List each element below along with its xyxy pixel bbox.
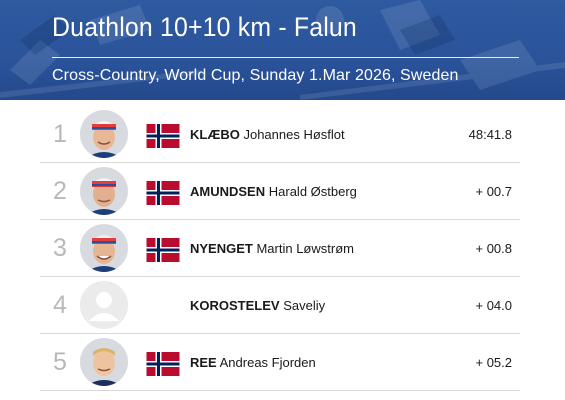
result-row[interactable]: 3 NYENGET Martin Løwstrøm bbox=[40, 220, 520, 277]
rank-number: 5 bbox=[53, 348, 67, 376]
athlete-name[interactable]: KOROSTELEV Saveliy bbox=[190, 298, 325, 313]
result-row[interactable]: 5 REE Andreas Fjorden + 05.2 bbox=[40, 334, 520, 391]
rank-number: 1 bbox=[53, 120, 67, 148]
athlete-first-name: Andreas Fjorden bbox=[219, 355, 316, 370]
athlete-photo bbox=[80, 110, 128, 158]
page-title: Duathlon 10+10 km - Falun bbox=[52, 12, 357, 42]
norway-flag-icon bbox=[145, 238, 181, 262]
race-header: Duathlon 10+10 km - Falun Cross-Country,… bbox=[0, 0, 565, 100]
athlete-last-name: KLÆBO bbox=[190, 127, 240, 142]
result-time: + 04.0 bbox=[475, 298, 512, 313]
athlete-first-name: Harald Østberg bbox=[268, 184, 357, 199]
athlete-name[interactable]: NYENGET Martin Løwstrøm bbox=[190, 241, 354, 256]
result-time: 48:41.8 bbox=[468, 127, 512, 142]
header-divider bbox=[52, 57, 519, 58]
athlete-name[interactable]: AMUNDSEN Harald Østberg bbox=[190, 184, 357, 199]
athlete-photo bbox=[80, 338, 128, 386]
result-row[interactable]: 2 AMUNDSEN Harald Østberg bbox=[40, 163, 520, 220]
norway-flag-icon bbox=[145, 352, 181, 376]
athlete-photo bbox=[80, 224, 128, 272]
athlete-name[interactable]: REE Andreas Fjorden bbox=[190, 355, 316, 370]
result-time: + 00.8 bbox=[475, 241, 512, 256]
athlete-last-name: NYENGET bbox=[190, 241, 253, 256]
norway-flag-icon bbox=[145, 124, 181, 148]
result-row[interactable]: 1 KLÆBO Johannes Høsfl​ot bbox=[40, 106, 520, 163]
athlete-photo bbox=[80, 167, 128, 215]
result-row[interactable]: 4 KOROSTELEV Saveliy + 04.0 bbox=[40, 277, 520, 334]
athlete-last-name: REE bbox=[190, 355, 217, 370]
rank-number: 4 bbox=[53, 291, 67, 319]
norway-flag-icon bbox=[145, 181, 181, 205]
skier-background-art bbox=[0, 0, 565, 100]
athlete-first-name: Johannes Høsfl​ot bbox=[243, 127, 345, 142]
athlete-last-name: AMUNDSEN bbox=[190, 184, 266, 199]
athlete-name[interactable]: KLÆBO Johannes Høsfl​ot bbox=[190, 127, 345, 142]
placeholder-avatar-icon bbox=[80, 281, 128, 329]
result-time: + 05.2 bbox=[475, 355, 512, 370]
result-time: + 00.7 bbox=[475, 184, 512, 199]
athlete-first-name: Martin Løwstrøm bbox=[256, 241, 354, 256]
rank-number: 3 bbox=[53, 234, 67, 262]
race-subtitle: Cross-Country, World Cup, Sunday 1.Mar 2… bbox=[52, 67, 459, 84]
athlete-last-name: KOROSTELEV bbox=[190, 298, 280, 313]
athlete-first-name: Saveliy bbox=[283, 298, 326, 313]
rank-number: 2 bbox=[53, 177, 67, 205]
